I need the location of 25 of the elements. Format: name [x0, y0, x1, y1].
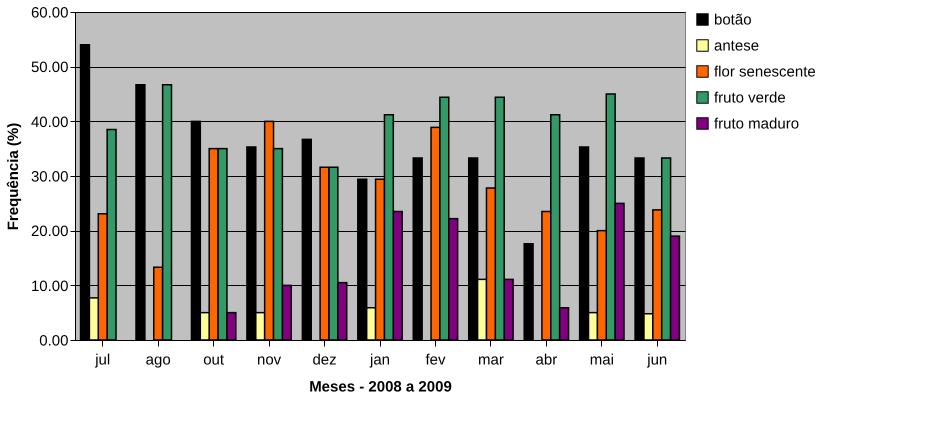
x-tick-label: mar: [478, 352, 504, 368]
legend-label: fruto verde: [714, 90, 786, 106]
legend-label: fruto maduro: [714, 116, 800, 132]
y-tick-label: 30.00: [30, 168, 68, 186]
y-tick-label: 20.00: [30, 223, 68, 240]
x-tick-label: dez: [312, 352, 337, 368]
x-tick-label: abr: [536, 352, 558, 368]
x-tick-label: nov: [256, 352, 282, 368]
x-tick-label: jul: [94, 352, 110, 368]
y-tick-label: 0.00: [39, 332, 68, 350]
x-tick-label: out: [203, 352, 225, 368]
x-axis-title: Meses - 2008 a 2009: [309, 378, 452, 396]
y-tick-label: 50.00: [30, 59, 68, 76]
x-tick-label: jun: [646, 352, 668, 368]
x-tick-label: mai: [590, 352, 614, 368]
x-tick-label: fev: [425, 352, 446, 368]
y-axis-title: Frequência (%): [4, 122, 22, 230]
x-tick-label: jan: [368, 352, 390, 368]
legend-label: antese: [714, 38, 760, 54]
x-tick-label: ago: [146, 352, 171, 368]
legend-label: botão: [714, 12, 752, 28]
y-tick-label: 40.00: [30, 114, 68, 131]
legend-label: flor senescente: [714, 64, 816, 80]
y-tick-label: 60.00: [30, 4, 68, 22]
y-tick-label: 10.00: [30, 278, 68, 295]
